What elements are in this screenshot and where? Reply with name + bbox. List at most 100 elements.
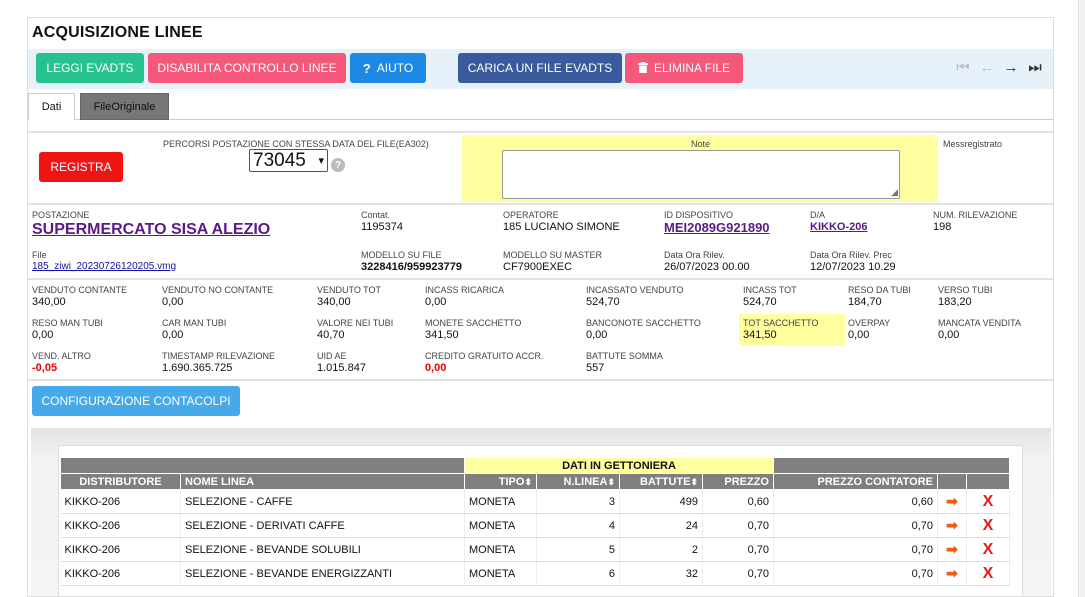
col-battute[interactable]: BATTUTE⬍ xyxy=(619,473,703,490)
credito-label: CREDITO GRATUITO ACCR. xyxy=(425,351,544,361)
uid-ae-label: UID AE xyxy=(317,351,347,361)
leggi-evadts-label: LEGGI EVADTS xyxy=(46,61,134,75)
num-rilevazione-label: NUM. RILEVAZIONE xyxy=(933,210,1018,220)
overpay-value: 0,00 xyxy=(848,329,870,341)
arrow-right-icon[interactable]: ➡ xyxy=(946,565,958,581)
cell-n-linea: 5 xyxy=(536,537,620,562)
percorsi-label: PERCORSI POSTAZIONE CON STESSA DATA DEL … xyxy=(163,139,429,149)
table-row: KIKKO-206 SELEZIONE - CAFFE MONETA 3 499… xyxy=(60,489,1010,514)
percorsi-select[interactable]: 73045 ▾ xyxy=(249,149,328,172)
tab-file-originale[interactable]: FileOriginale xyxy=(80,93,169,120)
cell-n-linea: 6 xyxy=(536,561,620,586)
arrow-right-icon[interactable]: ➡ xyxy=(946,493,958,509)
arrow-right-icon[interactable]: ➡ xyxy=(946,517,958,533)
tab-dati[interactable]: Dati xyxy=(28,93,75,120)
tab-bar: Dati FileOriginale xyxy=(28,93,1053,120)
contat-value: 1195374 xyxy=(361,221,404,233)
note-textarea[interactable]: ◢ xyxy=(502,150,900,199)
delete-x-icon[interactable]: X xyxy=(982,516,994,534)
da-label: D/A xyxy=(810,210,826,220)
question-icon: ? xyxy=(362,60,371,76)
elimina-file-button[interactable]: ELIMINA FILE xyxy=(625,53,743,83)
header-spacer xyxy=(60,457,465,474)
table-row: KIKKO-206 SELEZIONE - BEVANDE SOLUBILI M… xyxy=(60,537,1010,562)
arrow-right-icon[interactable]: ➡ xyxy=(946,541,958,557)
first-record-icon[interactable]: ⏮ xyxy=(956,59,970,76)
resize-grip-icon[interactable]: ◢ xyxy=(891,187,898,197)
banconote-sacchetto-value: 0,00 xyxy=(586,329,608,341)
table-row: KIKKO-206 SELEZIONE - DERIVATI CAFFE MON… xyxy=(60,513,1010,538)
toolbar: LEGGI EVADTS DISABILITA CONTROLLO LINEE … xyxy=(28,49,1053,89)
id-dispositivo-label: ID DISPOSITIVO xyxy=(664,210,734,220)
prev-record-icon[interactable]: ← xyxy=(979,59,995,76)
cell-distributore: KIKKO-206 xyxy=(60,561,181,586)
vertical-scrollbar[interactable] xyxy=(1078,0,1085,597)
col-action xyxy=(937,473,967,490)
note-label: Note xyxy=(691,139,711,149)
vend-altro-value: -0,05 xyxy=(32,362,58,374)
reso-man-tubi-value: 0,00 xyxy=(32,329,54,341)
cell-prezzo-contatore: 0,70 xyxy=(773,537,938,562)
valore-nei-tubi-label: VALORE NEI TUBI xyxy=(317,318,394,328)
incass-tot-value: 524,70 xyxy=(743,296,777,308)
incassato-venduto-value: 524,70 xyxy=(586,296,620,308)
registra-label: REGISTRA xyxy=(50,160,112,174)
timestamp-label: TIMESTAMP RILEVAZIONE xyxy=(162,351,276,361)
cell-distributore: KIKKO-206 xyxy=(60,537,181,562)
tot-sacchetto-highlight xyxy=(739,314,845,346)
venduto-contante-label: VENDUTO CONTANTE xyxy=(32,285,128,295)
delete-x-icon[interactable]: X xyxy=(982,540,994,558)
monete-sacchetto-value: 341,50 xyxy=(425,329,459,341)
cell-prezzo-contatore: 0,70 xyxy=(773,561,938,586)
col-prezzo-contatore[interactable]: PREZZO CONTATORE xyxy=(773,473,938,490)
monete-sacchetto-label: MONETE SACCHETTO xyxy=(425,318,522,328)
tot-sacchetto-value: 341,50 xyxy=(743,329,777,341)
dati-gettoniera-header: DATI IN GETTONIERA xyxy=(464,457,774,474)
col-n-linea[interactable]: N.LINEA⬍ xyxy=(536,473,620,490)
divider xyxy=(28,278,1053,280)
file-link[interactable]: 185_ziwi_20230726120205.vmg xyxy=(32,261,177,272)
carica-file-evadts-button[interactable]: CARICA UN FILE EVADTS xyxy=(458,53,622,83)
registra-button[interactable]: REGISTRA xyxy=(39,152,123,182)
cell-battute: 2 xyxy=(619,537,703,562)
delete-x-icon[interactable]: X xyxy=(982,492,994,510)
incass-tot-label: INCASS TOT xyxy=(743,285,797,295)
sort-icon: ⬍ xyxy=(607,476,615,487)
cell-nome-linea: SELEZIONE - BEVANDE ENERGIZZANTI xyxy=(180,561,465,586)
verso-tubi-value: 183,20 xyxy=(938,296,972,308)
cell-distributore: KIKKO-206 xyxy=(60,489,181,514)
last-record-icon[interactable]: ⏭ xyxy=(1028,59,1042,76)
col-tipo[interactable]: TIPO⬍ xyxy=(464,473,537,490)
delete-x-icon[interactable]: X xyxy=(982,564,994,582)
configurazione-contacolpi-button[interactable]: CONFIGURAZIONE CONTACOLPI xyxy=(32,386,240,416)
modello-master-label: MODELLO SU MASTER xyxy=(503,250,603,260)
percorsi-value: 73045 xyxy=(253,149,306,171)
verso-tubi-label: VERSO TUBI xyxy=(938,285,993,295)
cell-tipo: MONETA xyxy=(464,561,537,586)
da-link[interactable]: KIKKO-206 xyxy=(810,221,868,233)
col-distributore[interactable]: DISTRIBUTORE xyxy=(60,473,181,490)
cell-prezzo: 0,70 xyxy=(702,513,774,538)
col-battute-label: BATTUTE xyxy=(639,475,691,488)
col-nome-linea[interactable]: NOME LINEA xyxy=(180,473,465,490)
modello-file-label: MODELLO SU FILE xyxy=(361,250,442,260)
cell-n-linea: 4 xyxy=(536,513,620,538)
help-question-icon[interactable]: ? xyxy=(331,158,345,172)
leggi-evadts-button[interactable]: LEGGI EVADTS xyxy=(36,53,144,83)
cell-prezzo-contatore: 0,70 xyxy=(773,513,938,538)
aiuto-button[interactable]: ? AIUTO xyxy=(350,53,426,83)
trash-icon xyxy=(637,61,648,76)
id-dispositivo-link[interactable]: MEI2089G921890 xyxy=(664,220,770,235)
postazione-link[interactable]: SUPERMERCATO SISA ALEZIO xyxy=(32,221,271,238)
reso-da-tubi-value: 184,70 xyxy=(848,296,882,308)
elimina-label: ELIMINA FILE xyxy=(653,61,731,75)
disabilita-controllo-linee-button[interactable]: DISABILITA CONTROLLO LINEE xyxy=(148,53,346,83)
contat-label: Contat. xyxy=(361,210,391,220)
sort-icon: ⬍ xyxy=(524,476,532,487)
next-record-icon[interactable]: → xyxy=(1003,59,1019,76)
col-prezzo[interactable]: PREZZO xyxy=(702,473,774,490)
data-ora-value: 26/07/2023 00.00 xyxy=(664,261,750,273)
reso-da-tubi-label: RESO DA TUBI xyxy=(848,285,911,295)
mancata-vendita-label: MANCATA VENDITA xyxy=(938,318,1022,328)
col-n-linea-label: N.LINEA xyxy=(563,475,608,488)
